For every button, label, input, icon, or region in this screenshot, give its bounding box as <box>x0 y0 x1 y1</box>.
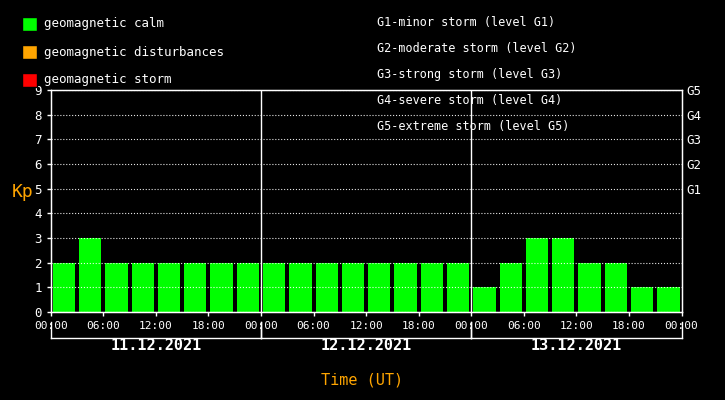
Y-axis label: Kp: Kp <box>12 183 33 201</box>
Text: G1-minor storm (level G1): G1-minor storm (level G1) <box>377 16 555 29</box>
Text: geomagnetic calm: geomagnetic calm <box>44 18 165 30</box>
Bar <box>315 263 338 312</box>
Text: G3-strong storm (level G3): G3-strong storm (level G3) <box>377 68 563 81</box>
Text: G2-moderate storm (level G2): G2-moderate storm (level G2) <box>377 42 576 55</box>
Text: 13.12.2021: 13.12.2021 <box>531 338 622 354</box>
Bar <box>158 263 181 312</box>
Bar <box>341 263 364 312</box>
Bar <box>105 263 128 312</box>
Bar <box>210 263 233 312</box>
Bar <box>605 263 627 312</box>
Text: 12.12.2021: 12.12.2021 <box>320 338 412 354</box>
Text: Time (UT): Time (UT) <box>321 372 404 388</box>
Bar <box>526 238 548 312</box>
Bar <box>552 238 574 312</box>
Bar <box>447 263 469 312</box>
Bar <box>53 263 75 312</box>
Text: G5-extreme storm (level G5): G5-extreme storm (level G5) <box>377 120 569 133</box>
Text: geomagnetic storm: geomagnetic storm <box>44 74 172 86</box>
Bar <box>131 263 154 312</box>
Bar <box>420 263 443 312</box>
Text: 11.12.2021: 11.12.2021 <box>110 338 202 354</box>
Bar <box>263 263 286 312</box>
Bar <box>368 263 391 312</box>
Bar <box>79 238 102 312</box>
Bar <box>579 263 601 312</box>
Bar <box>473 287 496 312</box>
Bar <box>631 287 653 312</box>
Bar <box>394 263 417 312</box>
Bar <box>657 287 679 312</box>
Bar <box>236 263 259 312</box>
Bar <box>500 263 522 312</box>
Bar <box>684 263 706 312</box>
Text: geomagnetic disturbances: geomagnetic disturbances <box>44 46 224 58</box>
Bar <box>184 263 207 312</box>
Bar <box>289 263 312 312</box>
Text: G4-severe storm (level G4): G4-severe storm (level G4) <box>377 94 563 107</box>
